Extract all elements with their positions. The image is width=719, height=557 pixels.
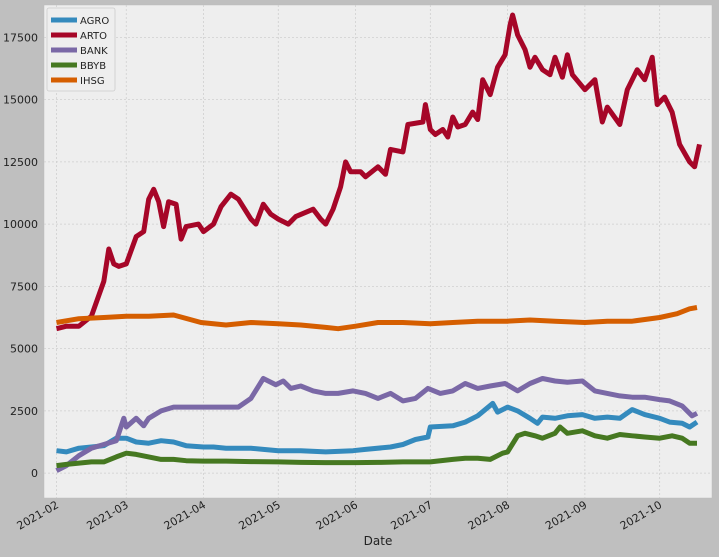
legend-label-ihsg: IHSG [80, 76, 105, 87]
x-tick-label: 2021-08 [466, 498, 512, 532]
legend-label-bank: BANK [80, 46, 108, 57]
y-tick-label: 0 [31, 467, 38, 480]
y-tick-label: 2500 [10, 405, 38, 418]
legend-label-bbyb: BBYB [80, 61, 106, 72]
y-tick-label: 10000 [3, 218, 38, 231]
x-tick-label: 2021-02 [15, 498, 61, 532]
legend: AGRO ARTO BANK BBYB IHSG [46, 7, 116, 92]
y-tick-label: 15000 [3, 94, 38, 107]
series-line-bank [55, 376, 699, 473]
series-line-arto [55, 12, 702, 332]
x-tick-label: 2021-04 [162, 498, 208, 532]
legend-label-arto: ARTO [80, 31, 107, 42]
y-tick-label: 5000 [10, 343, 38, 356]
x-tick-label: 2021-05 [236, 498, 282, 532]
y-axis: 0 2500 5000 7500 10000 12500 15000 17500 [3, 31, 38, 480]
x-tick-label: 2021-03 [84, 498, 130, 532]
y-tick-label: 17500 [3, 31, 38, 44]
series-line-agro [56, 400, 699, 455]
legend-label-agro: AGRO [80, 16, 109, 27]
y-tick-label: 12500 [3, 156, 38, 169]
y-tick-label: 7500 [10, 280, 38, 293]
x-axis-label: Date [364, 534, 393, 548]
series-lines [55, 12, 702, 473]
x-axis: 2021-02 2021-03 2021-04 2021-05 2021-06 2021-… [15, 498, 665, 532]
series-line-bbyb [56, 424, 697, 469]
series-line-ihsg [56, 305, 698, 332]
x-tick-label: 2021-10 [618, 498, 664, 532]
x-tick-label: 2021-07 [389, 498, 435, 532]
x-tick-label: 2021-09 [543, 498, 589, 532]
x-tick-label: 2021-06 [314, 498, 360, 532]
legend-box [46, 7, 116, 92]
